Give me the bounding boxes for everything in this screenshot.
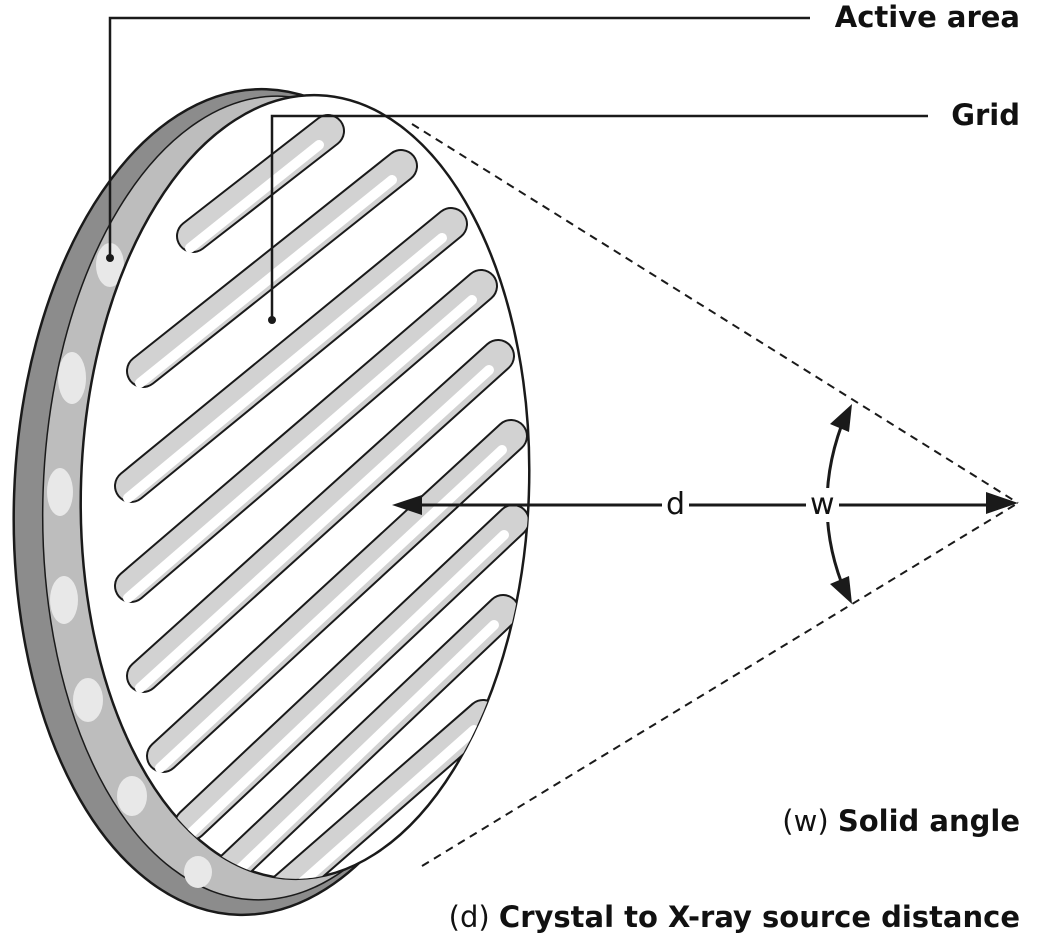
grid-slot [201,594,520,887]
grid-slot [126,339,515,693]
grid-slots [114,114,530,887]
grid-leader [270,114,928,320]
distance-caption-symbol: (d) [448,900,490,934]
solid-angle-arrowhead-bottom [830,576,852,604]
grid-face [79,93,531,887]
solid-angle-caption: (w) Solid angle [782,804,1020,838]
grid-slot [248,699,500,887]
solid-angle-symbol: w [806,488,839,522]
active-area-leader-dot [106,254,114,262]
grid-slot [176,114,345,253]
leader-lines [108,16,928,320]
grid-leader-dot [268,316,276,324]
solid-angle-caption-text: Solid angle [837,804,1020,838]
solid-angle-caption-symbol: (w) [782,804,829,838]
distance-arrowhead-right [986,492,1018,514]
grid-slot [114,269,498,603]
grid-slot [114,207,468,503]
solid-angle-arrowhead-top [830,404,852,432]
grid-slot [174,504,530,841]
grid-label: Grid [951,98,1020,132]
distance-symbol: d [662,488,690,522]
grid-slot [146,419,528,773]
distance-arrowhead-left [392,495,422,515]
active-area-label: Active area [834,0,1020,34]
distance-caption: (d) Crystal to X-ray source distance [449,900,1020,934]
distance-caption-text: Crystal to X-ray source distance [498,900,1020,934]
active-area-leader [108,16,810,258]
solid-angle-cone [411,123,1019,867]
